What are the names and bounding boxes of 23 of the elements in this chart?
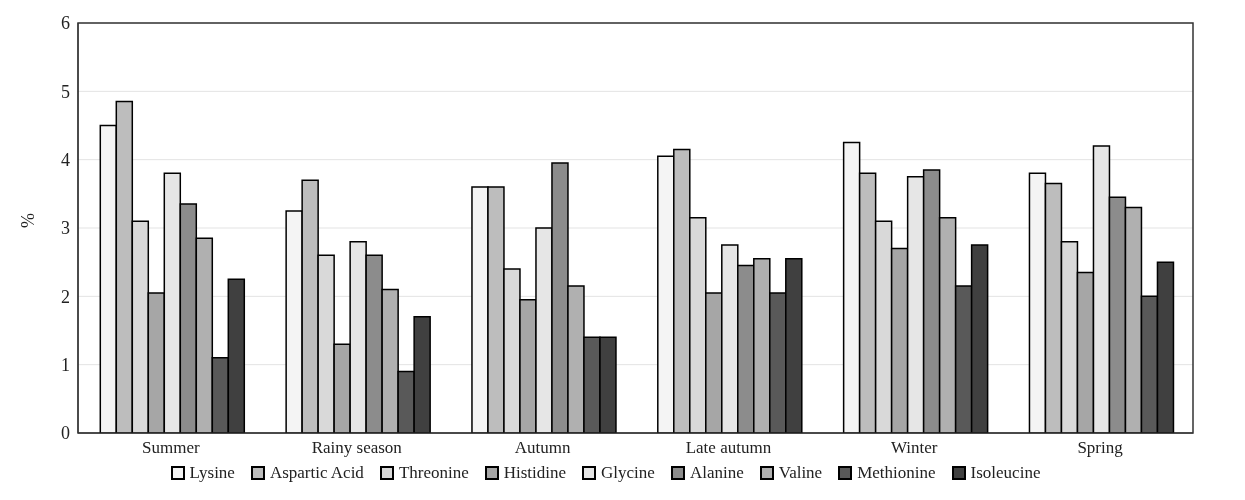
x-tick-label: Late autumn [685, 438, 772, 458]
y-tick-label: 6 [61, 13, 70, 34]
y-tick-label: 2 [61, 286, 70, 307]
x-tick-label: Autumn [514, 438, 571, 458]
x-tick-label: Winter [890, 438, 938, 458]
y-tick-label: 3 [61, 218, 70, 239]
legend-label: Lysine [189, 463, 235, 483]
legend-label: Glycine [601, 463, 655, 483]
legend-label: Aspartic Acid [269, 463, 364, 483]
y-tick-label: 1 [61, 355, 70, 376]
x-tick-label: Summer [142, 438, 201, 458]
legend-label: Threonine [398, 463, 469, 483]
legend-label: Valine [778, 463, 823, 483]
y-axis-title: % [18, 213, 39, 228]
legend-label: Isoleucine [970, 463, 1041, 483]
legend-label: Histidine [503, 463, 567, 483]
x-tick-label: Spring [1077, 438, 1124, 458]
legend-label: Methionine [857, 463, 936, 483]
y-tick-label: 0 [61, 423, 70, 444]
y-tick-label: 5 [61, 81, 70, 102]
x-tick-label: Rainy season [311, 438, 403, 458]
legend-label: Alanine [689, 463, 744, 483]
y-tick-label: 4 [61, 150, 70, 171]
